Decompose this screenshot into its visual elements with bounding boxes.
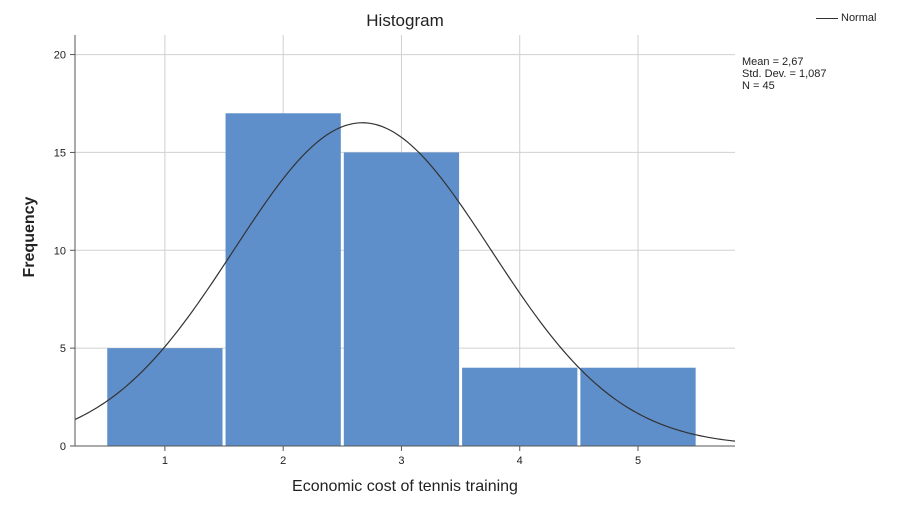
normal-curve-line [74, 122, 736, 442]
bar-2 [225, 113, 341, 447]
bar-5 [580, 367, 696, 446]
x-tick-label-5: 5 [635, 455, 641, 467]
y-tick-label-20: 20 [54, 50, 66, 62]
legend-label-normal: Normal [841, 12, 877, 24]
stats-n: N = 45 [742, 80, 775, 92]
normal-curve-group [74, 122, 736, 442]
stats-box: Mean = 2,67 Std. Dev. = 1,087 N = 45 [742, 56, 827, 92]
legend: Normal [816, 12, 876, 24]
bars-group [107, 113, 696, 447]
bar-4 [462, 367, 578, 446]
stats-std-dev: Std. Dev. = 1,087 [742, 68, 827, 80]
stats-mean: Mean = 2,67 [742, 56, 804, 68]
bar-3 [343, 152, 460, 446]
tick-labels-group: 0 5 10 15 20 1 2 3 4 5 [54, 50, 641, 467]
y-tick-label-0: 0 [60, 441, 66, 453]
chart-title: Histogram [366, 11, 444, 30]
y-tick-label-5: 5 [60, 343, 66, 355]
x-axis-label: Economic cost of tennis training [292, 478, 518, 495]
x-tick-label-1: 1 [162, 455, 168, 467]
y-tick-label-10: 10 [54, 245, 66, 257]
bar-1 [107, 348, 223, 446]
x-tick-label-3: 3 [398, 455, 404, 467]
y-axis-label: Frequency [21, 196, 38, 278]
x-tick-label-4: 4 [517, 455, 523, 467]
y-tick-label-15: 15 [54, 147, 66, 159]
legend-line-swatch [816, 17, 838, 19]
x-tick-label-2: 2 [280, 455, 286, 467]
axes-group [70, 35, 735, 451]
